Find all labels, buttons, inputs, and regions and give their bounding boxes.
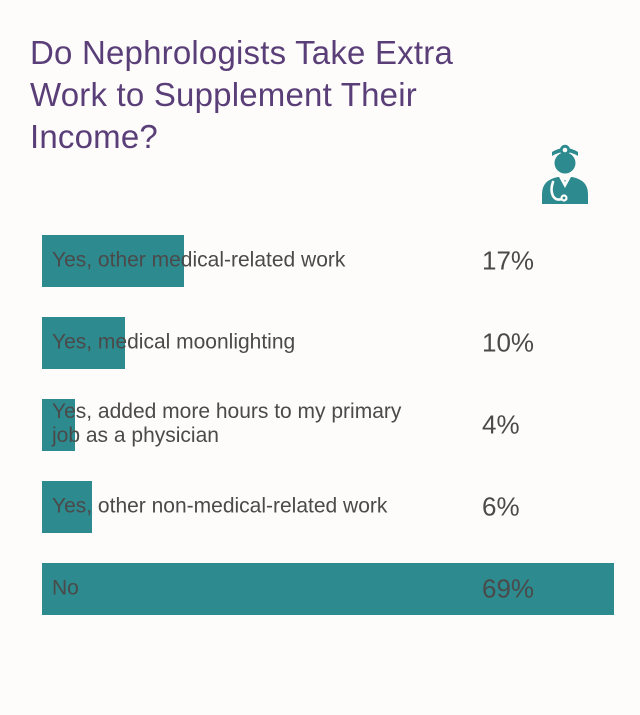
chart-row: Yes, medical moonlighting 10% — [42, 317, 610, 369]
bar-percent: 10% — [482, 327, 534, 358]
bar-percent: 69% — [482, 573, 534, 604]
bar-label: Yes, other non-medical-related work — [52, 494, 387, 519]
chart-title: Do Nephrologists Take Extra Work to Supp… — [30, 32, 530, 159]
doctor-icon — [536, 140, 594, 209]
bar-percent: 17% — [482, 245, 534, 276]
bar-label: Yes, medical moonlighting — [52, 330, 295, 355]
bar-percent: 4% — [482, 409, 520, 440]
chart-row: Yes, added more hours to my primary job … — [42, 399, 610, 451]
bar-label: Yes, added more hours to my primary job … — [52, 400, 412, 450]
bar-chart: Yes, other medical-related work 17% Yes,… — [30, 235, 610, 615]
chart-row: Yes, other non-medical-related work 6% — [42, 481, 610, 533]
bar-percent: 6% — [482, 491, 520, 522]
chart-row: No 69% — [42, 563, 610, 615]
bar-label: Yes, other medical-related work — [52, 248, 345, 273]
bar-label: No — [52, 576, 79, 601]
chart-row: Yes, other medical-related work 17% — [42, 235, 610, 287]
